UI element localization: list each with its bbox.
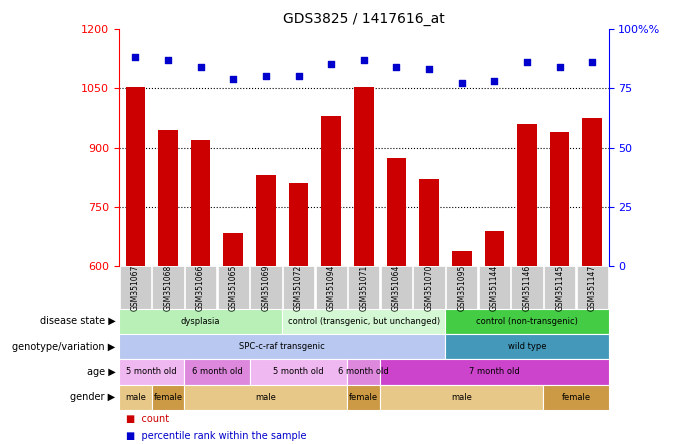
Point <box>456 80 467 87</box>
Text: SPC-c-raf transgenic: SPC-c-raf transgenic <box>239 342 325 351</box>
Text: GSM351065: GSM351065 <box>228 264 238 311</box>
Point <box>228 75 239 82</box>
Point <box>522 59 532 66</box>
Text: GSM351144: GSM351144 <box>490 264 499 311</box>
Text: dysplasia: dysplasia <box>181 317 220 326</box>
Point <box>326 61 337 68</box>
Point <box>489 78 500 85</box>
Bar <box>289 183 308 266</box>
Text: GSM351069: GSM351069 <box>261 264 271 311</box>
Text: control (transgenic, but unchanged): control (transgenic, but unchanged) <box>288 317 440 326</box>
Point <box>554 63 565 71</box>
Text: 6 month old: 6 month old <box>339 367 389 377</box>
Point <box>358 56 369 63</box>
Text: control (non-transgenic): control (non-transgenic) <box>476 317 578 326</box>
Point <box>424 66 435 73</box>
Text: 6 month old: 6 month old <box>192 367 242 377</box>
Text: disease state ▶: disease state ▶ <box>40 316 116 326</box>
Bar <box>387 159 406 266</box>
Bar <box>322 116 341 266</box>
Text: age ▶: age ▶ <box>87 367 116 377</box>
Point <box>293 73 304 80</box>
Bar <box>191 140 210 266</box>
Point <box>195 63 206 71</box>
Bar <box>517 124 537 266</box>
Text: ■  count: ■ count <box>126 414 169 424</box>
Text: female: female <box>562 392 590 402</box>
Title: GDS3825 / 1417616_at: GDS3825 / 1417616_at <box>283 12 445 27</box>
Text: male: male <box>452 392 472 402</box>
Text: GSM351071: GSM351071 <box>359 264 369 311</box>
Text: 7 month old: 7 month old <box>469 367 520 377</box>
Bar <box>354 87 373 266</box>
Text: 5 month old: 5 month old <box>126 367 177 377</box>
Bar <box>583 118 602 266</box>
Bar <box>126 87 145 266</box>
Text: GSM351147: GSM351147 <box>588 264 597 311</box>
Point <box>130 54 141 61</box>
Text: GSM351072: GSM351072 <box>294 264 303 311</box>
Text: GSM351067: GSM351067 <box>131 264 140 311</box>
Bar <box>158 130 177 266</box>
Text: GSM351095: GSM351095 <box>457 264 466 311</box>
Bar <box>550 132 569 266</box>
Text: female: female <box>350 392 378 402</box>
Bar <box>224 233 243 266</box>
Point <box>391 63 402 71</box>
Bar <box>256 175 275 266</box>
Text: GSM351066: GSM351066 <box>196 264 205 311</box>
Text: female: female <box>154 392 182 402</box>
Point <box>163 56 173 63</box>
Text: GSM351145: GSM351145 <box>555 264 564 311</box>
Text: ■  percentile rank within the sample: ■ percentile rank within the sample <box>126 431 306 440</box>
Text: male: male <box>125 392 146 402</box>
Point <box>587 59 598 66</box>
Text: GSM351064: GSM351064 <box>392 264 401 311</box>
Text: GSM351068: GSM351068 <box>163 264 173 311</box>
Text: wild type: wild type <box>508 342 546 351</box>
Text: gender ▶: gender ▶ <box>71 392 116 402</box>
Bar <box>485 231 504 266</box>
Text: 5 month old: 5 month old <box>273 367 324 377</box>
Point <box>260 73 271 80</box>
Bar <box>452 250 471 266</box>
Text: male: male <box>256 392 276 402</box>
Bar <box>420 179 439 266</box>
Text: GSM351070: GSM351070 <box>424 264 434 311</box>
Text: GSM351146: GSM351146 <box>522 264 532 311</box>
Text: genotype/variation ▶: genotype/variation ▶ <box>12 341 116 352</box>
Text: GSM351094: GSM351094 <box>326 264 336 311</box>
